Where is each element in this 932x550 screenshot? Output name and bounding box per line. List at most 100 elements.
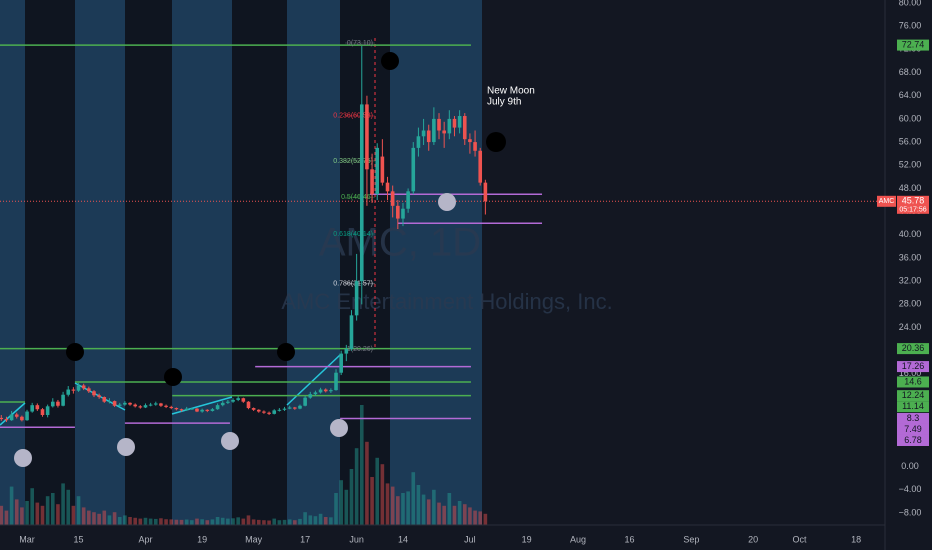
moon-markers (14, 52, 506, 467)
new-moon (381, 52, 399, 70)
volume-bar (457, 501, 462, 525)
volume-bar (323, 517, 328, 525)
price-axis (885, 0, 932, 550)
candle-body (200, 409, 204, 412)
candle-body (323, 389, 328, 392)
candle-body (0, 417, 4, 420)
candle-body (179, 409, 184, 411)
candle-body (210, 409, 215, 411)
y-tick-label: 76.00 (899, 21, 922, 31)
candle-body (293, 407, 297, 409)
volume-bar (190, 520, 194, 525)
volume-bar (318, 513, 323, 525)
full-moon (330, 419, 348, 437)
volume-bar (76, 496, 81, 525)
new-moon (486, 132, 506, 152)
x-tick-label: 19 (522, 534, 532, 544)
candle-body (401, 208, 405, 219)
y-tick-label: 68.00 (899, 67, 922, 77)
level-axis-label: 12.24 (902, 390, 925, 400)
candle-body (416, 136, 421, 148)
candles (0, 45, 488, 422)
volume-bar (426, 499, 431, 525)
candle-body (344, 348, 349, 354)
volume-bar (195, 518, 199, 525)
volume-bar (215, 517, 220, 525)
candle-body (184, 408, 189, 411)
level-axis-label: 11.14 (902, 401, 924, 411)
volume-bar (401, 493, 405, 525)
candle-body (457, 116, 462, 128)
candle-body (468, 139, 472, 143)
volume-bar (153, 518, 158, 525)
candle-body (102, 397, 107, 402)
candle-body (174, 408, 179, 410)
candle-body (267, 412, 271, 414)
candle-body (313, 392, 318, 395)
candle-body (462, 116, 467, 140)
volume-bar (370, 477, 374, 525)
candle-body (447, 118, 452, 134)
fib-label: 0.5(46.46) (341, 194, 373, 201)
volume-bar (468, 507, 472, 525)
trend-line (0, 402, 26, 426)
volume-bar (4, 510, 9, 525)
fib-label: 0.236(60.53) (333, 113, 373, 120)
candle-body (87, 388, 91, 392)
stripe (340, 0, 390, 525)
volume-bar (359, 405, 364, 525)
volume-bar (380, 464, 385, 525)
candle-body (437, 118, 441, 131)
volume-bar (9, 486, 14, 525)
volume-bar (236, 517, 240, 525)
candle-body (128, 402, 132, 405)
candle-body (385, 182, 390, 192)
x-tick-label: Aug (570, 534, 586, 544)
full-moon (117, 438, 135, 456)
candle-body (30, 405, 34, 412)
volume-bar (390, 486, 395, 525)
candle-body (329, 390, 333, 392)
candle-body (220, 402, 225, 406)
volume-bar (339, 480, 343, 525)
candle-body (66, 389, 71, 395)
annotation: July 9th (487, 97, 521, 108)
candle-body (45, 406, 50, 416)
candle-body (390, 191, 395, 206)
volume-bar (406, 491, 410, 525)
volume-bar (277, 520, 282, 525)
candle-body (148, 404, 153, 406)
candle-body (215, 405, 220, 410)
x-tick-label: 16 (625, 534, 635, 544)
volume-bar (287, 519, 292, 525)
candle-body (241, 398, 246, 402)
volume-bar (226, 518, 230, 525)
candle-body (272, 410, 277, 414)
level-axis-box (897, 390, 929, 402)
volume-bar (473, 510, 477, 525)
fib-label: 1(20.26) (347, 346, 373, 353)
annotation: New Moon (487, 86, 535, 97)
x-tick-label: 18 (851, 534, 861, 544)
candle-body (380, 156, 385, 183)
symbol-label: AMC (879, 198, 895, 205)
candle-body (56, 401, 60, 406)
candle-body (97, 395, 101, 398)
fib-label: 0.382(52.75) (333, 158, 373, 165)
level-axis-box (897, 434, 929, 446)
candle-body (40, 409, 45, 416)
volume-bar (71, 505, 76, 525)
volume-bar (40, 505, 45, 525)
x-tick-label: 15 (74, 534, 84, 544)
volume-bar (138, 518, 143, 525)
level-axis-label: 72.74 (902, 39, 925, 49)
volume-bar (220, 517, 225, 525)
volume-bar (483, 513, 488, 525)
y-tick-label: 56.00 (899, 136, 922, 146)
last-price-label: 45.78 (902, 196, 925, 206)
volume-bar (128, 517, 132, 525)
volume-bar (56, 504, 60, 525)
candle-body (334, 372, 338, 391)
level-axis-label: 8.3 (907, 413, 920, 423)
volume-bar (462, 504, 467, 525)
